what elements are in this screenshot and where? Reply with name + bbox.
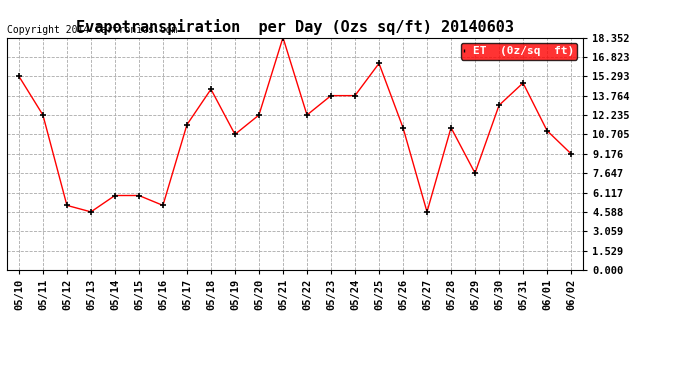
Title: Evapotranspiration  per Day (Ozs sq/ft) 20140603: Evapotranspiration per Day (Ozs sq/ft) 2… <box>76 19 514 35</box>
Legend: ET  (0z/sq  ft): ET (0z/sq ft) <box>461 43 578 60</box>
Text: Copyright 2014 Cartronics.com: Copyright 2014 Cartronics.com <box>7 25 177 35</box>
